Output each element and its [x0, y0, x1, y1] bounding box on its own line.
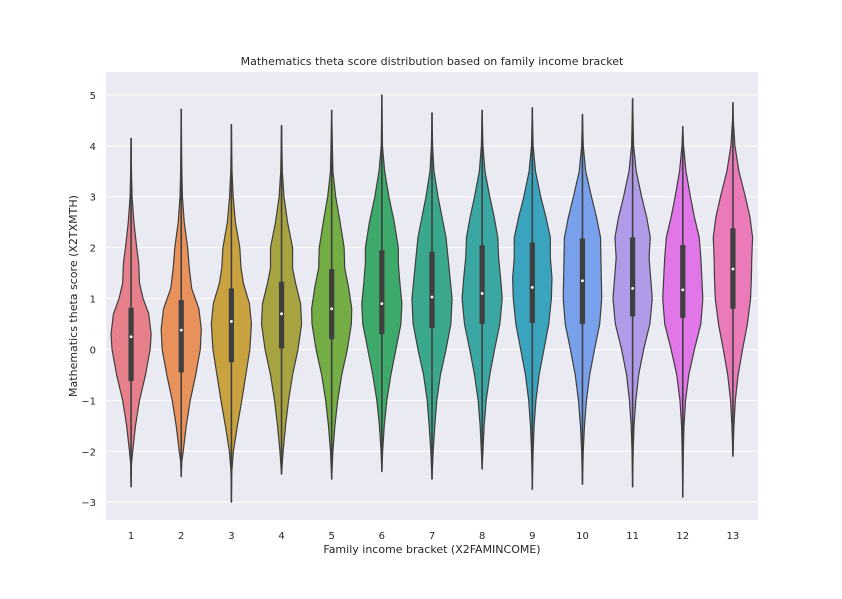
y-axis-label: Mathematics theta score (X2TXMTH)	[67, 195, 80, 397]
violin-median-dot	[681, 288, 685, 292]
violin-median-dot	[129, 335, 133, 339]
violin-iqr-box	[379, 250, 385, 335]
violin-iqr-box	[429, 251, 435, 329]
violin-8	[461, 109, 503, 470]
y-tick-label: −1	[81, 396, 96, 407]
x-tick-label: 11	[626, 531, 639, 542]
violin-median-dot	[631, 286, 635, 290]
violin-iqr-box	[228, 288, 234, 363]
x-tick-label: 6	[379, 531, 385, 542]
violin-iqr-box	[630, 237, 636, 317]
violin-median-dot	[731, 267, 735, 271]
violin-10	[562, 113, 603, 485]
violin-iqr-box	[329, 269, 335, 340]
x-tick-label: 9	[529, 531, 535, 542]
x-axis-label: Family income bracket (X2FAMINCOME)	[323, 543, 540, 556]
violin-median-dot	[330, 307, 334, 311]
violin-median-dot	[530, 285, 534, 289]
violin-11	[612, 97, 653, 488]
violin-median-dot	[179, 328, 183, 332]
y-tick-labels: −3 −2 −1 0 1 2 3 4 5	[81, 91, 96, 509]
violin-9	[512, 107, 553, 491]
y-tick-label: 2	[90, 244, 96, 255]
y-tick-label: 1	[90, 295, 96, 306]
x-tick-label: 5	[329, 531, 335, 542]
chart-title: Mathematics theta score distribution bas…	[241, 55, 624, 68]
violin-median-dot	[380, 302, 384, 306]
violin-iqr-box	[128, 307, 134, 382]
violin-iqr-box	[680, 245, 686, 318]
x-tick-labels: 1 2 3 4 5 6 7 8 9 10 11 12 13	[128, 531, 739, 542]
violin-iqr-box	[178, 300, 184, 373]
y-tick-label: −2	[81, 447, 96, 458]
x-tick-label: 7	[429, 531, 435, 542]
violin-7	[411, 112, 453, 480]
y-tick-label: 5	[90, 91, 96, 102]
x-tick-label: 4	[278, 531, 284, 542]
violin-median-dot	[480, 292, 484, 295]
x-tick-label: 12	[676, 531, 689, 542]
violins	[110, 94, 754, 503]
violin-12	[662, 125, 704, 498]
violin-4	[260, 124, 303, 475]
y-tick-label: 4	[90, 142, 96, 153]
violin-1	[110, 137, 152, 488]
violin-5	[311, 109, 353, 480]
y-tick-label: −3	[81, 498, 96, 509]
x-tick-label: 2	[178, 531, 184, 542]
violin-3	[210, 123, 253, 503]
violin-median-dot	[280, 312, 283, 316]
y-tick-label: 3	[90, 193, 96, 204]
x-tick-label: 10	[576, 531, 589, 542]
violin-iqr-box	[529, 242, 535, 323]
violin-median-dot	[430, 295, 434, 299]
x-tick-label: 3	[228, 531, 234, 542]
x-tick-label: 8	[479, 531, 485, 542]
violin-2	[160, 108, 202, 478]
violin-13	[712, 101, 754, 457]
x-tick-label: 13	[727, 531, 740, 542]
x-tick-label: 1	[128, 531, 134, 542]
violin-median-dot	[229, 320, 233, 323]
violin-median-dot	[581, 279, 584, 283]
violin-iqr-box	[479, 245, 485, 324]
y-tick-label: 0	[90, 345, 96, 356]
violin-6	[361, 94, 403, 473]
